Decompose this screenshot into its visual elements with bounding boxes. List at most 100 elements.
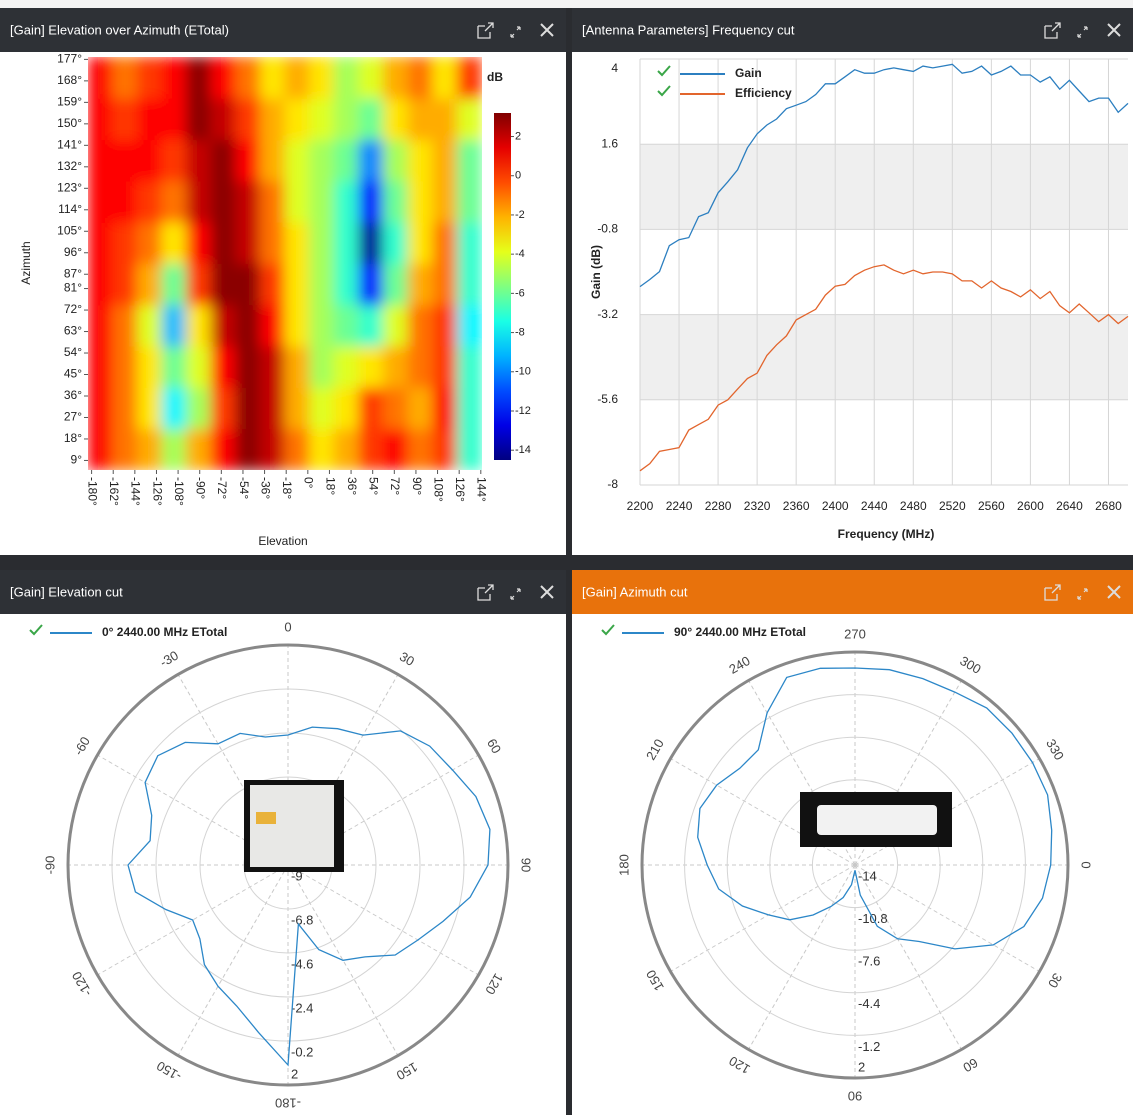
heatmap-cell: [456, 263, 482, 306]
heatmap-cell: [358, 221, 384, 264]
radial-grid-ring: [726, 736, 984, 994]
y-tick-label: 150°: [57, 116, 82, 130]
angular-grid-line: [287, 864, 399, 1056]
heatmap-cell: [432, 180, 458, 223]
panel-body: [572, 8, 1133, 555]
x-tick-label: 36°: [345, 477, 359, 495]
heatmap-cell: [284, 428, 311, 470]
heatmap-cell: [235, 304, 261, 347]
heatmap-cell: [456, 345, 482, 388]
colorbar-tick-label: -2: [515, 209, 525, 221]
x-tick-label: 2560: [978, 499, 1005, 513]
heatmap-cell: [88, 180, 114, 223]
heatmap-cell: [210, 97, 237, 141]
close-button[interactable]: [1107, 585, 1121, 599]
heatmap-cell: [333, 57, 360, 99]
y-tick-label: 159°: [57, 95, 82, 109]
heatmap-cell: [186, 180, 212, 223]
angular-grid-line: [670, 864, 856, 972]
x-tick-label: 144°: [475, 477, 489, 502]
heatmap-cell: [88, 304, 114, 347]
y-tick-label: 63°: [64, 324, 82, 338]
x-tick-label: 0°: [302, 477, 316, 489]
popout-button[interactable]: [1044, 584, 1061, 601]
y-axis-title: Azimuth: [19, 241, 33, 284]
angular-tick-label: -180: [275, 1096, 301, 1111]
angular-tick-label: 30: [397, 649, 417, 669]
heatmap-cell: [407, 345, 434, 388]
popout-button[interactable]: [477, 584, 494, 601]
radial-tick-label: -2.4: [291, 1000, 313, 1015]
radial-tick-label: -7.6: [858, 954, 880, 969]
heatmap-cell: [383, 180, 409, 223]
heatmap-cell: [210, 221, 237, 264]
heatmap-cell: [186, 345, 212, 388]
heatmap-cell: [210, 428, 237, 470]
heatmap-cell: [358, 263, 384, 306]
heatmap-cell: [161, 57, 187, 99]
x-tick-label: -54°: [237, 477, 251, 499]
heatmap-cell: [309, 180, 335, 223]
maximize-button[interactable]: [1077, 588, 1088, 600]
heatmap-cell: [383, 304, 409, 347]
heatmap-cell: [407, 139, 434, 182]
radial-tick-label: -0.2: [291, 1044, 313, 1059]
heatmap-cell: [112, 180, 138, 223]
heatmap-cell: [161, 345, 187, 388]
heatmap-cell: [432, 57, 458, 99]
heatmap-cell: [88, 345, 114, 388]
heatmap-cell: [432, 263, 458, 306]
panel-header: [572, 8, 1133, 52]
maximize-button[interactable]: [510, 588, 521, 600]
heatmap-cell: [136, 139, 163, 182]
heatmap-cell: [161, 180, 187, 223]
heatmap-cell: [259, 57, 286, 99]
x-tick-label: 126°: [453, 477, 467, 502]
visibility-check[interactable]: [657, 85, 671, 97]
maximize-button[interactable]: [1077, 26, 1088, 38]
x-tick-label: 2400: [822, 499, 849, 513]
heatmap-cell: [136, 304, 163, 347]
heatmap-cell: [358, 97, 384, 141]
radial-tick-label: 2: [858, 1059, 865, 1074]
heatmap-cell: [136, 180, 163, 223]
visibility-check[interactable]: [657, 65, 671, 77]
y-tick-label: 96°: [64, 245, 82, 259]
close-button[interactable]: [540, 23, 554, 37]
heatmap-cell: [186, 221, 212, 264]
visibility-check[interactable]: [29, 624, 43, 636]
y-tick-label: 105°: [57, 223, 82, 237]
close-button[interactable]: [1107, 23, 1121, 37]
y-tick-label: -3.2: [597, 307, 618, 321]
y-tick-label: 81°: [64, 281, 82, 295]
heatmap-cell: [112, 428, 138, 470]
y-tick-label: 132°: [57, 159, 82, 173]
maximize-button[interactable]: [510, 26, 521, 38]
panel-title: [Gain] Elevation cut: [10, 584, 123, 599]
legend-label: 0° 2440.00 MHz ETotal: [102, 625, 227, 639]
heatmap-cell: [235, 263, 261, 306]
heatmap-cell: [136, 97, 163, 141]
heatmap-cell: [161, 263, 187, 306]
x-tick-label: -180°: [85, 477, 99, 506]
heatmap-cell: [88, 139, 114, 182]
close-button[interactable]: [540, 585, 554, 599]
heatmap-cell: [456, 57, 482, 99]
heatmap-cell: [186, 97, 212, 141]
popout-button[interactable]: [1044, 22, 1061, 39]
heatmap-cell: [136, 263, 163, 306]
heatmap-cell: [407, 263, 434, 306]
colorbar-tick-label: -6: [515, 287, 525, 299]
heatmap-cell: [235, 139, 261, 182]
heatmap-cell: [456, 386, 482, 430]
colorbar-tick-label: 2: [515, 130, 521, 142]
visibility-check[interactable]: [601, 624, 615, 636]
angular-tick-label: 90: [848, 1089, 862, 1104]
heatmap-cell: [112, 97, 138, 141]
y-tick-label: -5.6: [597, 392, 618, 406]
y-tick-label: 114°: [58, 202, 82, 216]
x-tick-label: 2600: [1017, 499, 1044, 513]
popout-button[interactable]: [477, 22, 494, 39]
